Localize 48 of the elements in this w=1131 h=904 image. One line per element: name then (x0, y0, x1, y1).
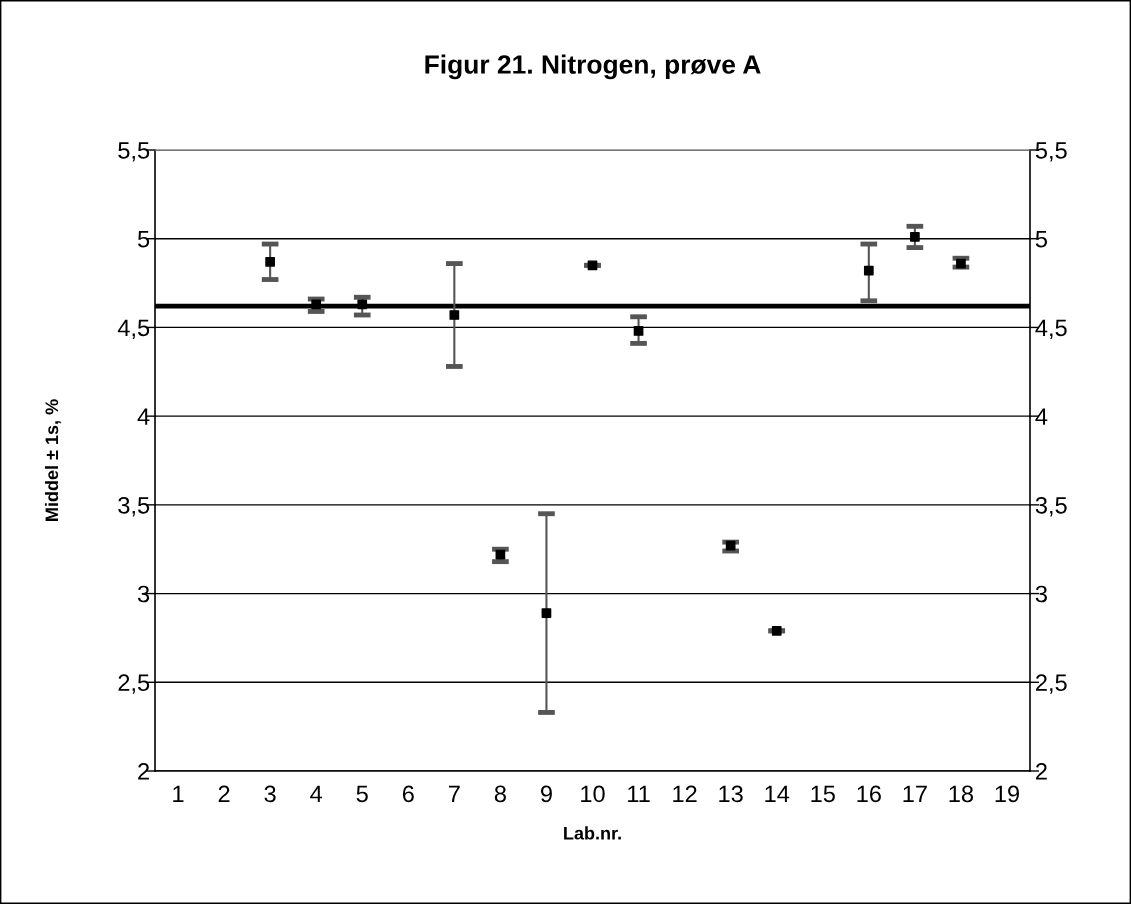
x-tick-label: 15 (811, 785, 835, 803)
x-tick-label: 1 (173, 785, 184, 802)
y2-tick-label: 2 (1036, 763, 1047, 780)
y-tick-label: 2,5 (118, 674, 150, 694)
point (265, 256, 275, 267)
x-tick-label: 12 (673, 785, 697, 802)
point (910, 232, 920, 242)
point (771, 625, 782, 636)
y-tick-label: 2 (138, 763, 149, 780)
y2-tick-label: 2,5 (1036, 674, 1067, 694)
x-tick-label: 6 (402, 785, 414, 803)
y-tick-label: 5,5 (118, 142, 150, 162)
y2-tick-label: 5 (1035, 231, 1047, 248)
x-tick-label: 16 (857, 785, 881, 803)
y2-tick-label: 3,5 (1035, 496, 1067, 517)
x-tick-label: 18 (949, 785, 974, 803)
y2-tick-label: 3 (1035, 585, 1047, 603)
point (357, 299, 368, 310)
x-tick-label: 13 (719, 785, 743, 803)
y2-tick-label: 5,5 (1035, 142, 1067, 162)
x-tick-label: 17 (903, 785, 927, 802)
y-tick-label: 5 (137, 231, 150, 248)
point (541, 608, 552, 618)
x-tick-label: 10 (581, 785, 605, 803)
point (956, 258, 966, 269)
y-tick-label: 3,5 (118, 496, 150, 517)
x-tick-label: 19 (995, 785, 1019, 803)
point (633, 326, 644, 336)
point (449, 310, 460, 320)
x-tick-label: 5 (356, 785, 368, 803)
y-tick-label: 4,5 (117, 319, 150, 340)
y2-tick-label: 4 (1035, 408, 1048, 425)
x-tick-label: 7 (448, 785, 460, 802)
point (311, 299, 322, 310)
y2-tick-label: 4,5 (1035, 319, 1067, 340)
x-tick-label: 9 (540, 785, 552, 803)
y-tick-label: 3 (137, 585, 150, 603)
x-tick-label: 8 (494, 785, 506, 803)
x-axis-title: Lab.nr. (564, 826, 621, 840)
chart-title: Figur 21. Nitrogen, prøve A (425, 54, 761, 80)
point (863, 265, 874, 276)
x-tick-label: 3 (264, 785, 276, 803)
x-tick-label: 2 (218, 785, 230, 802)
x-tick-label: 11 (628, 785, 650, 802)
y-tick-label: 4 (137, 408, 150, 425)
y-axis-title: Middel ± 1s, % (44, 399, 61, 521)
x-tick-label: 14 (765, 785, 790, 802)
x-tick-label: 4 (310, 785, 323, 802)
